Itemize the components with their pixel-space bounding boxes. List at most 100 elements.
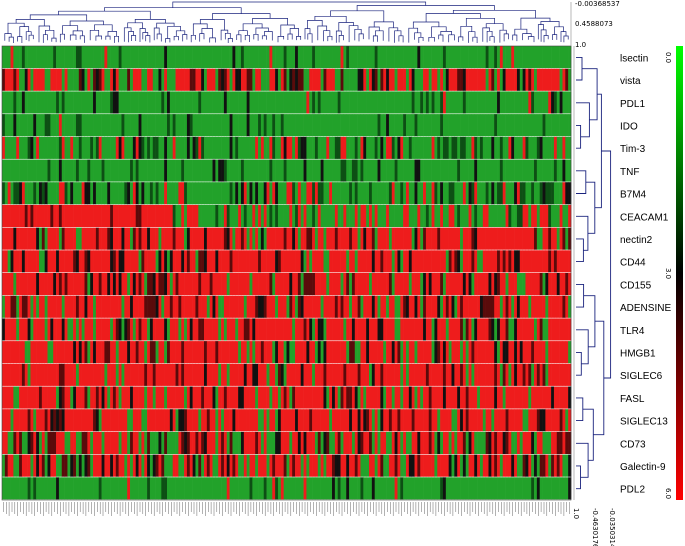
heatmap-cell <box>511 318 515 341</box>
heatmap-cell <box>47 341 51 364</box>
heatmap-cell <box>377 386 381 409</box>
heatmap-cell <box>323 318 327 341</box>
heatmap-cell <box>553 227 558 250</box>
heatmap-cell <box>516 91 521 114</box>
heatmap-cell <box>289 454 293 477</box>
heatmap-cell <box>16 46 20 69</box>
dendrogram-branch <box>499 29 507 43</box>
heatmap-cell <box>346 204 350 227</box>
heatmap-cell <box>192 477 196 500</box>
heatmap-cell <box>64 68 68 91</box>
heatmap-cell <box>411 227 415 250</box>
heatmap-cell <box>309 46 313 69</box>
heatmap-cell <box>147 114 151 137</box>
heatmap-cell <box>329 318 333 341</box>
row-label-cd44: CD44 <box>620 258 646 269</box>
heatmap-cell <box>568 159 572 182</box>
heatmap-cell <box>10 454 14 477</box>
heatmap-cell <box>144 431 148 454</box>
heatmap-cell <box>27 204 31 227</box>
heatmap-cell <box>175 273 179 296</box>
heatmap-cell <box>477 431 481 454</box>
heatmap-cell <box>64 159 68 182</box>
heatmap-cell <box>95 114 100 137</box>
heatmap-cell <box>258 250 262 273</box>
heatmap-cell <box>548 159 552 182</box>
heatmap-cell <box>275 363 279 386</box>
heatmap-cell <box>295 114 299 137</box>
heatmap-cell <box>346 363 350 386</box>
heatmap-cell <box>477 46 481 69</box>
heatmap-cell <box>206 454 210 477</box>
heatmap-cell <box>181 363 185 386</box>
heatmap-cell <box>354 295 358 318</box>
heatmap-cell <box>539 68 543 91</box>
heatmap-cell <box>201 431 205 454</box>
heatmap-cell <box>73 159 77 182</box>
heatmap-cell <box>394 182 398 205</box>
heatmap-cell <box>75 318 80 341</box>
heatmap-cell <box>408 454 412 477</box>
heatmap-cell <box>292 227 296 250</box>
heatmap-cell <box>431 227 435 250</box>
heatmap-cell <box>81 477 85 500</box>
heatmap-cell <box>249 341 253 364</box>
heatmap-cell <box>24 91 28 114</box>
heatmap-cell <box>124 431 128 454</box>
heatmap-cell <box>462 273 467 296</box>
heatmap-cell <box>425 386 430 409</box>
heatmap-cell <box>522 91 526 114</box>
heatmap-cell <box>275 295 279 318</box>
heatmap-cell <box>562 182 566 205</box>
heatmap-cell <box>477 68 481 91</box>
heatmap-cell <box>192 318 196 341</box>
heatmap-cell <box>115 273 119 296</box>
heatmap-cell <box>431 477 435 500</box>
heatmap-cell <box>246 250 250 273</box>
heatmap-cell <box>522 318 526 341</box>
heatmap-cell <box>343 136 347 159</box>
heatmap-cell <box>192 454 196 477</box>
heatmap-cell <box>243 250 247 273</box>
heatmap-cell <box>457 159 461 182</box>
heatmap-cell <box>226 227 230 250</box>
heatmap-cell <box>90 454 94 477</box>
heatmap-cell <box>16 91 20 114</box>
heatmap-cell <box>417 68 421 91</box>
heatmap-cell <box>542 159 546 182</box>
heatmap-cell <box>75 431 80 454</box>
heatmap-cell <box>16 477 20 500</box>
heatmap-cell <box>434 477 438 500</box>
heatmap-cell <box>297 409 302 432</box>
heatmap-cell <box>405 454 410 477</box>
heatmap-cell <box>272 431 276 454</box>
heatmap-cell <box>286 477 290 500</box>
heatmap-cell <box>110 386 114 409</box>
heatmap-cell <box>545 68 549 91</box>
heatmap-cell <box>514 91 518 114</box>
heatmap-cell <box>292 204 296 227</box>
heatmap-cell <box>346 68 350 91</box>
heatmap-cell <box>312 363 316 386</box>
heatmap-cell <box>300 431 304 454</box>
heatmap-cell <box>377 159 381 182</box>
heatmap-cell <box>391 318 395 341</box>
heatmap-cell <box>107 409 111 432</box>
heatmap-cell <box>138 454 142 477</box>
heatmap-cell <box>323 386 327 409</box>
heatmap-cell <box>434 454 438 477</box>
heatmap-cell <box>559 46 563 69</box>
heatmap-cell <box>27 68 31 91</box>
heatmap-cell <box>445 386 449 409</box>
heatmap-cell <box>397 431 401 454</box>
heatmap-cell <box>516 68 521 91</box>
heatmap-cell <box>559 386 563 409</box>
heatmap-cell <box>164 341 168 364</box>
heatmap-cell <box>499 477 504 500</box>
heatmap-cell <box>269 68 273 91</box>
dendrogram-branch <box>412 21 440 29</box>
heatmap-cell <box>354 431 358 454</box>
heatmap-cell <box>112 159 117 182</box>
heatmap-cell <box>50 454 54 477</box>
heatmap-cell <box>243 136 247 159</box>
